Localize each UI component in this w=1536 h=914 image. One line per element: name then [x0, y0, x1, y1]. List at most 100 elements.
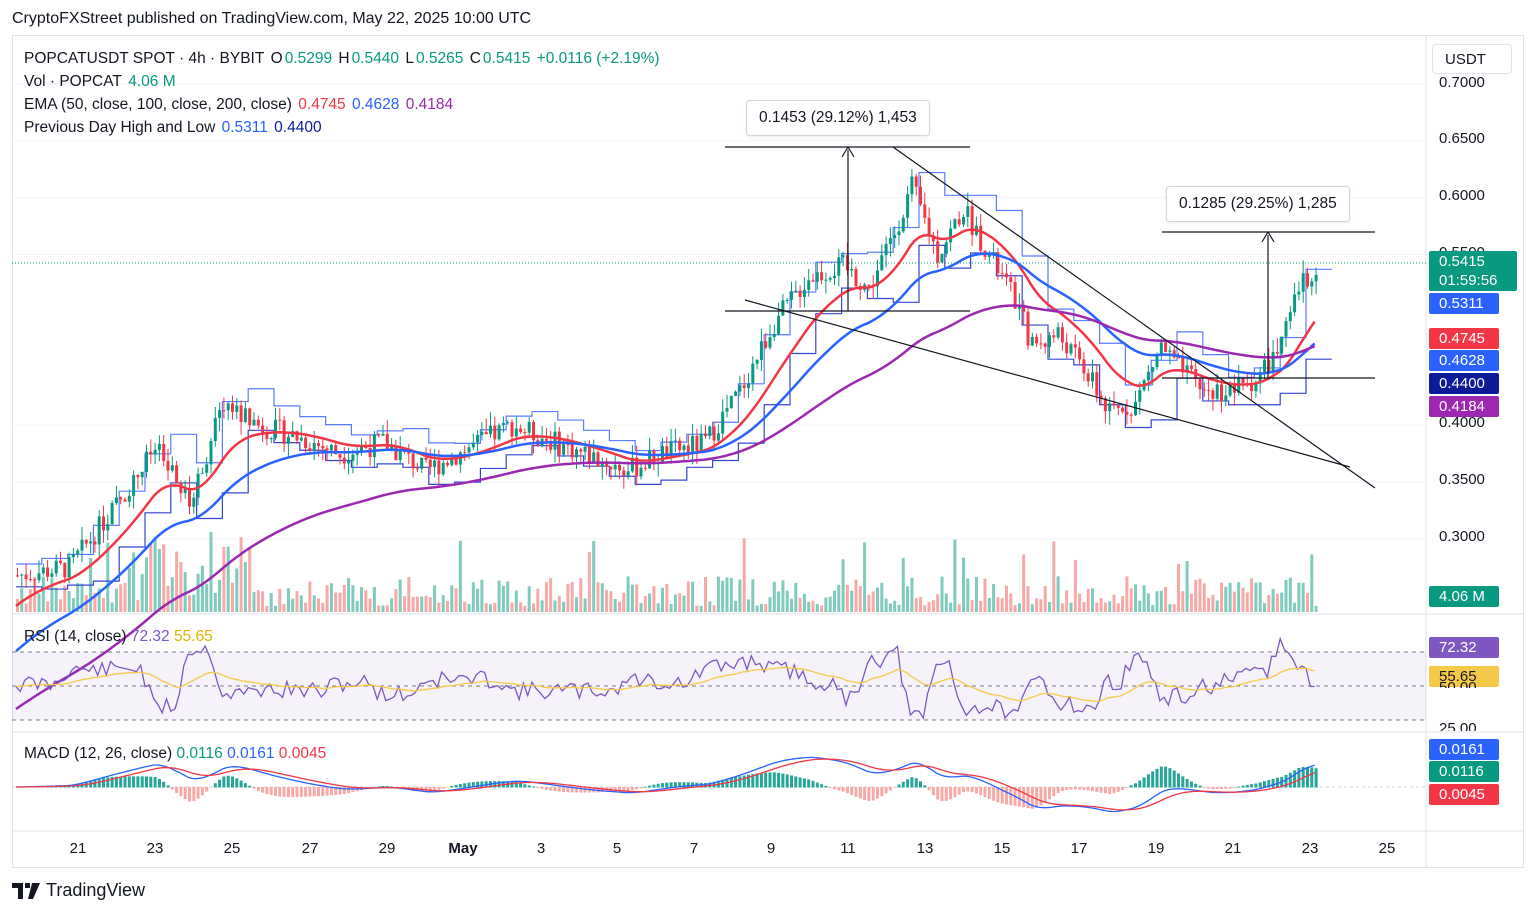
macd-hist-bar	[987, 787, 991, 800]
volume-bar	[858, 586, 862, 612]
macd-hist-bar	[136, 776, 140, 788]
candle-body	[308, 448, 312, 451]
candle-body	[1202, 389, 1206, 391]
candle-body	[67, 557, 71, 578]
macd-hist-bar	[123, 776, 127, 788]
volume-bar	[794, 582, 798, 612]
time-axis-label: 17	[1070, 840, 1088, 857]
volume-bar	[1314, 605, 1318, 612]
macd-hist-bar	[1297, 767, 1301, 788]
macd-hist-bar	[140, 776, 144, 788]
volume-legend[interactable]: Vol · POPCAT 4.06 M	[24, 73, 176, 90]
volume-bar	[850, 590, 854, 612]
candle-body	[20, 574, 24, 576]
time-axis-label: May	[448, 840, 478, 857]
volume-bar	[106, 542, 110, 612]
macd-hist-bar	[747, 774, 750, 788]
candle-body	[170, 465, 174, 471]
pdhl-legend[interactable]: Previous Day High and Low 0.5311 0.4400	[24, 119, 322, 136]
candle-body	[794, 290, 798, 292]
time-axis-label: 3	[536, 840, 546, 857]
candle-body	[699, 433, 703, 451]
volume-bar	[54, 587, 58, 612]
macd-hist-bar	[222, 776, 226, 788]
macd-hist-bar	[471, 782, 475, 788]
macd-hist-tag: 0.0045	[1429, 784, 1499, 805]
macd-hist-bar	[256, 787, 260, 791]
volume-bar	[407, 576, 411, 612]
candle-body	[1155, 354, 1159, 368]
volume-bar	[1245, 592, 1249, 612]
candle-body	[936, 241, 940, 263]
volume-bar	[888, 603, 892, 612]
macd-hist-bar	[1091, 787, 1094, 792]
candle-body	[957, 219, 961, 225]
volume-bar	[1142, 585, 1146, 612]
macd-hist-bar	[906, 779, 910, 788]
candle-body	[1284, 321, 1288, 337]
macd-hist-bar	[1129, 785, 1133, 788]
measure-box-right[interactable]: 0.1285 (29.25%) 1,285	[1166, 186, 1350, 222]
macd-tag: 0.0116	[1429, 761, 1499, 782]
macd-hist-bar	[871, 787, 875, 801]
candle-body	[949, 228, 953, 243]
volume-bar	[351, 585, 355, 612]
volume-bar	[807, 601, 811, 612]
candle-body	[1056, 327, 1060, 338]
volume-bar	[441, 595, 445, 612]
volume-bar	[63, 585, 67, 612]
candle-body	[377, 434, 381, 436]
macd-hist-bar	[1181, 776, 1185, 788]
measure-box-left[interactable]: 0.1453 (29.12%) 1,453	[746, 100, 930, 136]
candle-body	[106, 524, 110, 531]
candle-body	[424, 457, 428, 460]
macd-hist-bar	[962, 787, 965, 793]
candle-body	[334, 445, 338, 455]
volume-bar	[957, 604, 961, 612]
time-axis-label: 7	[689, 840, 699, 857]
macd-legend[interactable]: MACD (12, 26, close) 0.0116 0.0161 0.004…	[24, 745, 327, 762]
time-axis-label: 25	[223, 840, 241, 857]
volume-bar	[132, 552, 136, 612]
macd-hist-bar	[953, 787, 957, 798]
arrowhead	[1261, 231, 1269, 243]
candle-body	[583, 446, 587, 452]
candle-body	[54, 560, 58, 574]
candle-body	[622, 470, 626, 476]
volume-bar	[884, 598, 888, 612]
candle-body	[777, 315, 781, 334]
candle-body	[231, 403, 234, 412]
volume-bar	[987, 597, 991, 612]
rsi-legend[interactable]: RSI (14, close) 72.32 55.65	[24, 628, 213, 645]
macd-pane	[12, 756, 1426, 813]
symbol-title[interactable]: POPCATUSDT SPOT · 4h · BYBIT	[24, 50, 265, 67]
macd-hist-bar	[1000, 787, 1004, 804]
volume-bar	[734, 600, 738, 612]
volume-bar	[1039, 599, 1043, 612]
macd-hist-bar	[325, 787, 329, 796]
macd-hist-bar	[966, 787, 970, 792]
volume-bar	[656, 603, 660, 612]
volume-bar	[1134, 584, 1137, 612]
macd-hist-bar	[1069, 787, 1073, 790]
macd-hist-bar	[192, 787, 196, 802]
candle-body	[759, 341, 763, 361]
candle-body	[295, 431, 299, 441]
currency-button[interactable]: USDT	[1432, 44, 1512, 74]
candle-body	[544, 438, 548, 441]
volume-bar	[536, 588, 540, 612]
macd-hist-bar	[1275, 777, 1279, 788]
candle-body	[347, 460, 351, 464]
candle-body	[274, 419, 277, 439]
macd-hist-bar	[235, 778, 239, 788]
ema-legend[interactable]: EMA (50, close, 100, close, 200, close) …	[24, 96, 454, 113]
candle-body	[46, 567, 50, 577]
candle-body	[575, 449, 578, 458]
volume-bar	[1069, 602, 1073, 612]
candle-body	[243, 408, 247, 422]
candle-body	[609, 466, 613, 470]
candle-body	[979, 225, 983, 251]
macd-hist-bar	[239, 780, 243, 788]
macd-hist-bar	[433, 787, 437, 791]
